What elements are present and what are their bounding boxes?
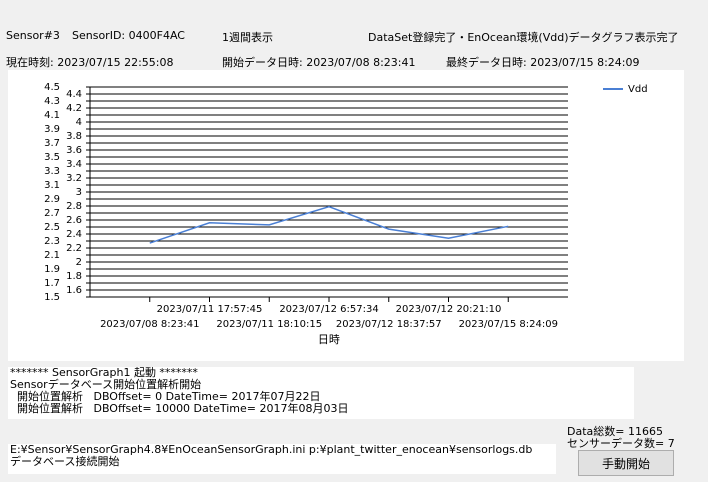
y-tick-label: 2.5 [44, 222, 60, 233]
y-tick-label: 3.5 [44, 152, 60, 163]
y-tick-label: 4 [76, 117, 82, 128]
y-tick-label: 3.6 [66, 145, 82, 156]
y-tick-label: 4.5 [44, 82, 60, 93]
x-tick-label: 2023/07/15 8:24:09 [459, 319, 558, 330]
y-tick-label: 2.3 [44, 236, 60, 247]
x-tick-label: 2023/07/11 18:10:15 [216, 319, 322, 330]
log-box: ******* SensorGraph1 起動 ******* Sensorデータ… [8, 367, 634, 419]
data-count: センサーデータ数= 7 [567, 437, 675, 450]
y-tick-label: 1.8 [66, 271, 82, 282]
y-tick-label: 2.2 [66, 243, 82, 254]
y-tick-label: 2.8 [66, 201, 82, 212]
y-tick-label: 1.9 [44, 264, 60, 275]
sensor: Sensor#3 [6, 29, 60, 42]
x-tick-label: 2023/07/11 17:57:45 [157, 304, 263, 315]
y-tick-label: 4.2 [66, 103, 82, 114]
status: DataSet登録完了・EnOcean環境(Vdd)データグラフ表示完了 [368, 31, 679, 44]
series-line [149, 205, 509, 244]
y-tick-label: 1.7 [44, 278, 60, 289]
log-box-2: E:¥Sensor¥SensorGraph4.8¥EnOceanSensorGr… [8, 444, 556, 474]
x-tick-label: 2023/07/12 20:21:10 [396, 304, 502, 315]
y-tick-label: 4.4 [66, 89, 82, 100]
y-tick-label: 3.7 [44, 138, 60, 149]
y-tick-label: 2.1 [44, 250, 60, 261]
y-tick-label: 3.8 [66, 131, 82, 142]
log-line: データベース接続開始 [10, 455, 120, 468]
manual-start-button[interactable]: 手動開始 [578, 450, 674, 476]
y-tick-label: 2 [76, 257, 82, 268]
log-line: 開始位置解析 DBOffset= 10000 DateTime= 2017年08… [10, 402, 349, 415]
data-total: Data総数= 11665 [567, 425, 663, 438]
y-tick-label: 2.7 [44, 208, 60, 219]
x-tick-label: 2023/07/12 18:37:57 [336, 319, 442, 330]
y-tick-label: 4.1 [44, 110, 60, 121]
last-time: 最終データ日時: 2023/07/15 8:24:09 [446, 56, 640, 69]
log-line: Sensorデータベース開始位置解析開始 [10, 378, 202, 391]
x-axis-title: 日時 [318, 333, 340, 346]
log-line: ******* SensorGraph1 起動 ******* [10, 367, 198, 379]
legend-label: Vdd [628, 84, 648, 95]
log-line: E:¥Sensor¥SensorGraph4.8¥EnOceanSensorGr… [10, 444, 533, 456]
chart: 1.5 1.6 1.7 1.8 1.9 2 2.1 2.2 2.3 2.4 2.5 2.6 2.7 2.8… [8, 70, 684, 361]
y-tick-label: 4.3 [44, 96, 60, 107]
y-tick-label: 2.6 [66, 215, 82, 226]
y-tick-label: 3 [76, 187, 82, 198]
x-tick-label: 2023/07/12 6:57:34 [279, 304, 378, 315]
period: 1週間表示 [222, 31, 273, 44]
y-tick-label: 2.9 [44, 194, 60, 205]
y-tick-label: 1.6 [66, 285, 82, 296]
y-tick-label: 3.2 [66, 173, 82, 184]
y-tick-label: 3.3 [44, 166, 60, 177]
x-tick-label: 2023/07/08 8:23:41 [100, 319, 199, 330]
sensor-id: SensorID: 0400F4AC [72, 29, 185, 42]
y-tick-label: 3.4 [66, 159, 82, 170]
y-tick-label: 3.1 [44, 180, 60, 191]
start-time: 開始データ日時: 2023/07/08 8:23:41 [222, 56, 416, 69]
y-tick-label: 2.4 [66, 229, 82, 240]
current-time: 現在時刻: 2023/07/15 22:55:08 [6, 56, 174, 69]
y-tick-label: 1.5 [44, 292, 60, 303]
y-tick-label: 3.9 [44, 124, 60, 135]
log-line: 開始位置解析 DBOffset= 0 DateTime= 2017年07月22日 [10, 390, 321, 403]
